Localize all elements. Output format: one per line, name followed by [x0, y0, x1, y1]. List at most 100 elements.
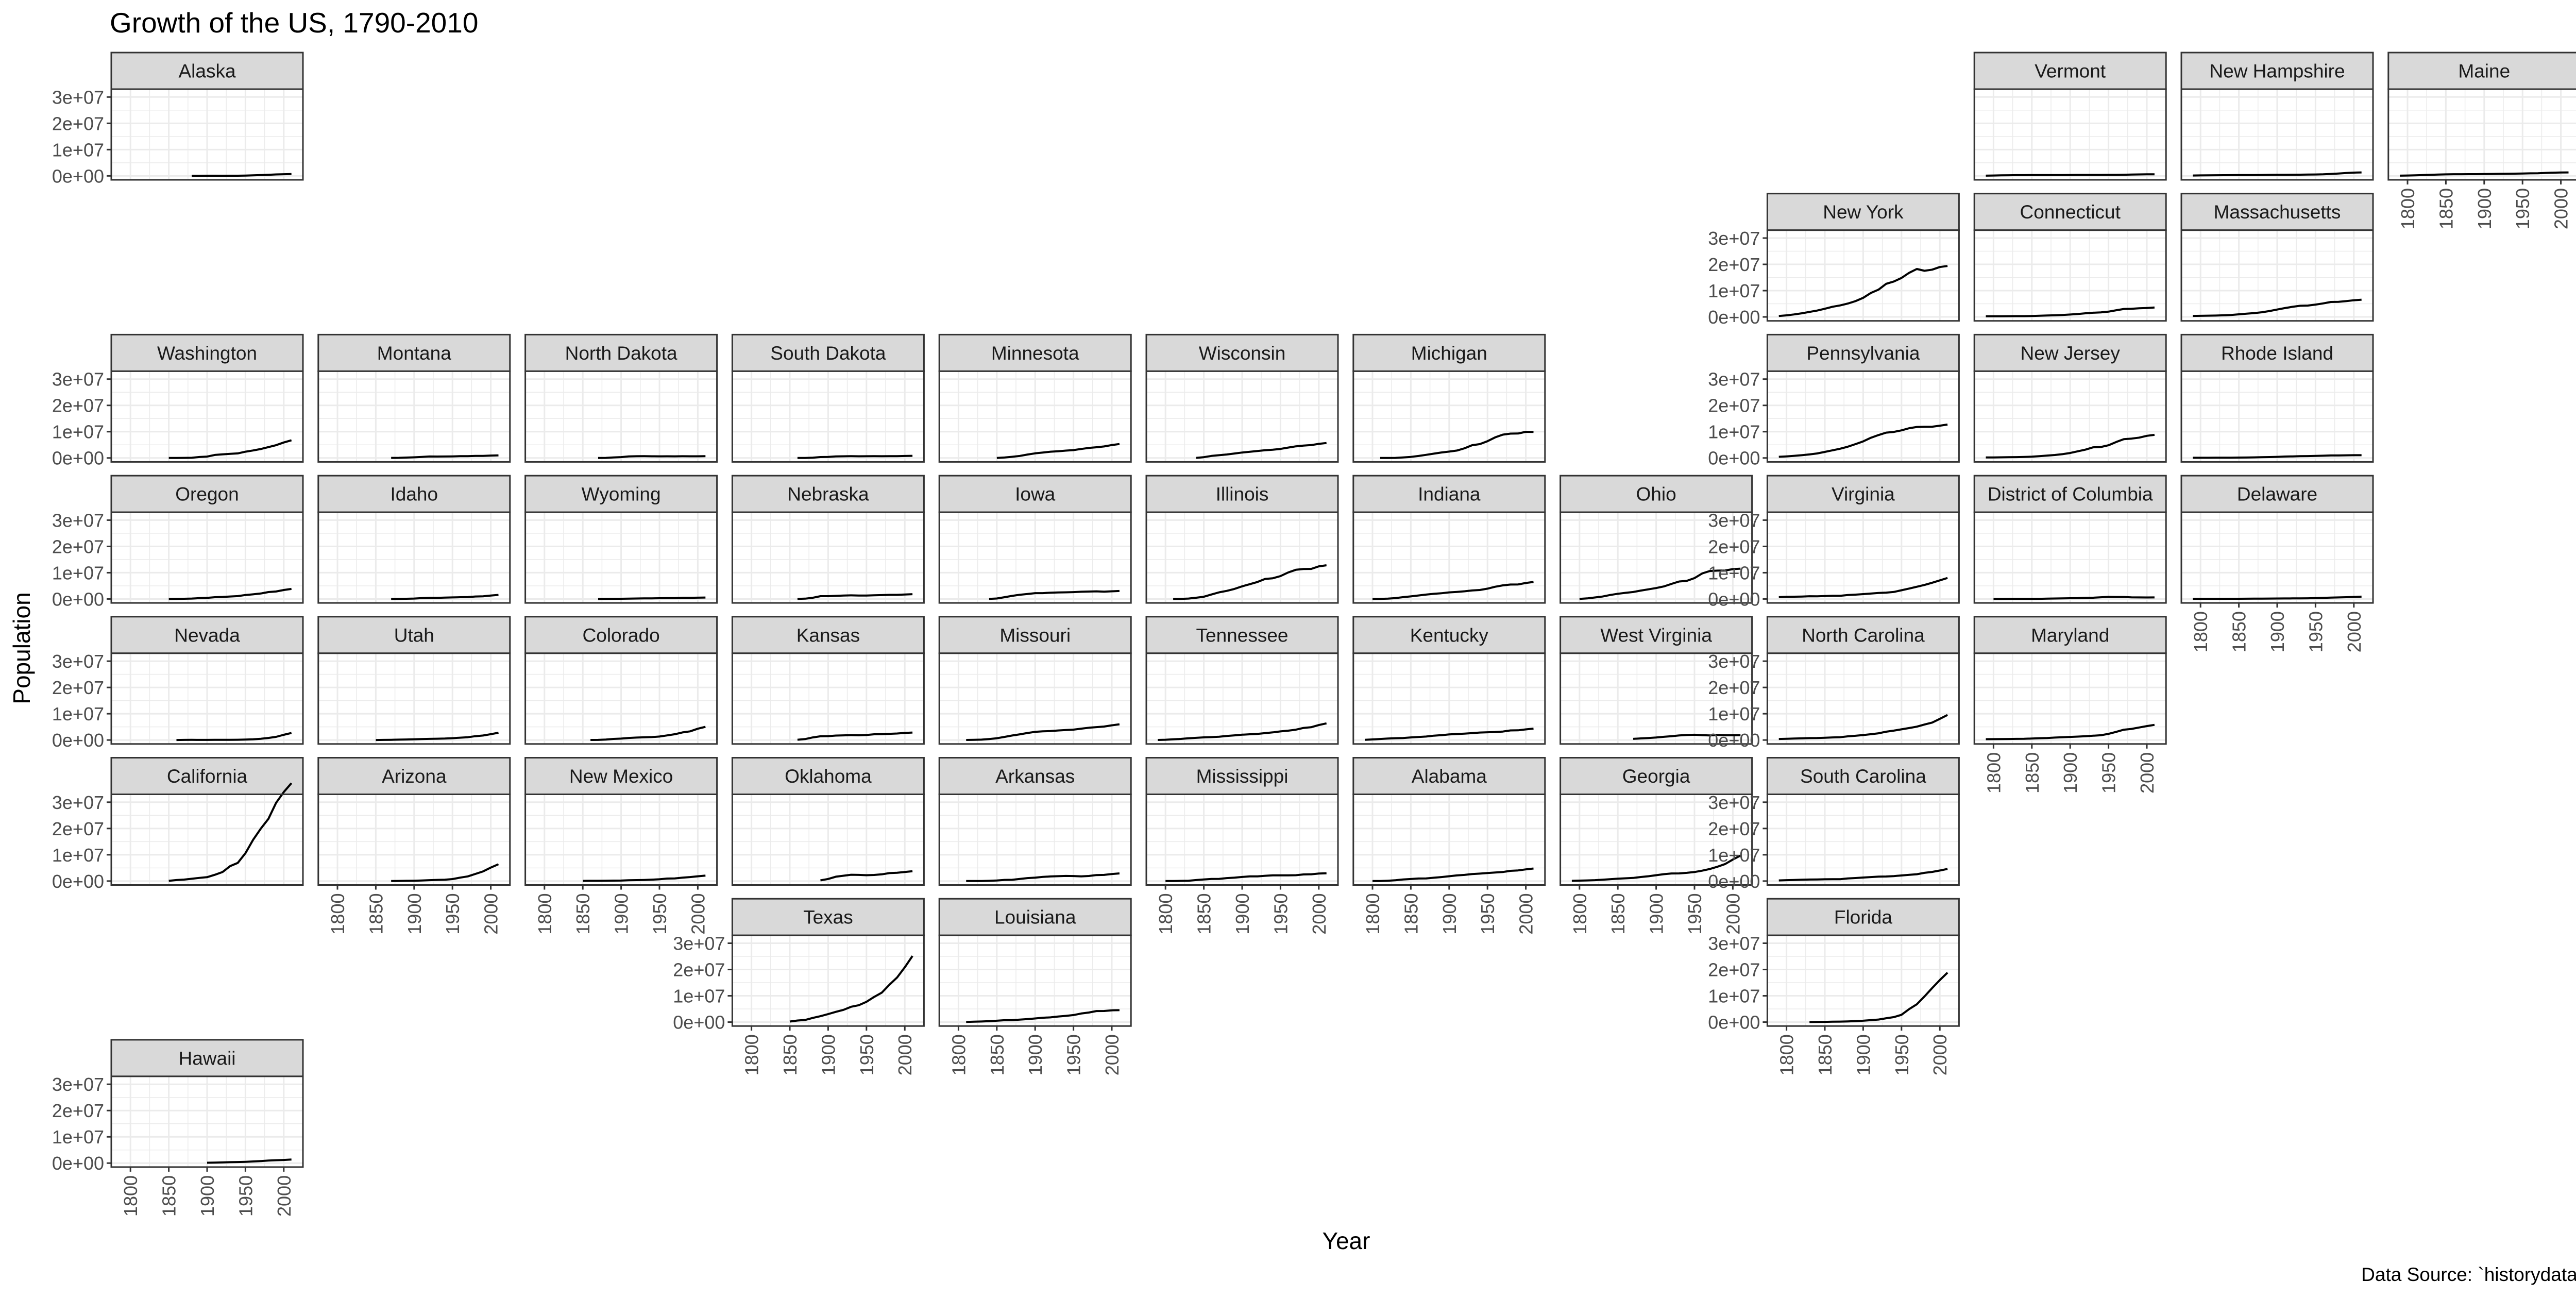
x-tick-label: 1900	[611, 894, 632, 935]
facet-strip	[524, 757, 718, 795]
plot-panel-border	[1766, 229, 1960, 322]
population-line	[168, 782, 293, 882]
facet-strip-label: Texas	[803, 907, 853, 928]
facet-strip	[524, 475, 718, 513]
facet-strip	[1973, 193, 2167, 231]
facet-strip-label: Montana	[377, 343, 451, 364]
facet-new-mexico: New Mexico 1800 1850 1900 1950 2000	[524, 757, 718, 935]
facet-illinois: Illinois	[1145, 475, 1339, 604]
x-tick-label: 1850	[1194, 894, 1215, 935]
x-tick-label: 1900	[1439, 894, 1460, 935]
facet-washington: Washington 0e+00 1e+07 2e+07 3e+07	[52, 333, 304, 469]
facet-strip	[731, 898, 925, 936]
plot-panel-border	[731, 511, 925, 604]
y-tick-label: 3e+07	[1708, 933, 1760, 954]
x-tick-label: 2000	[894, 1034, 916, 1075]
facet-louisiana: Louisiana 1800 1850 1900 1950 2000	[938, 898, 1132, 1075]
x-tick-label: 1800	[948, 1034, 969, 1075]
facet-strip	[1145, 757, 1339, 795]
plot-panel-border	[317, 652, 511, 745]
x-tick-label: 1800	[1362, 894, 1383, 935]
x-tick-label: 1850	[572, 894, 594, 935]
plot-panel-border	[1973, 370, 2167, 463]
population-line	[820, 870, 913, 882]
population-line	[192, 173, 292, 177]
y-tick-label: 0e+00	[52, 448, 104, 469]
plot-panel-background	[2388, 89, 2576, 180]
facet-arkansas: Arkansas	[938, 757, 1132, 886]
facet-strip	[938, 333, 1132, 372]
facet-strip-label: Ohio	[1636, 484, 1676, 505]
x-tick-label: 1850	[2435, 188, 2456, 229]
y-tick-label: 3e+07	[52, 510, 104, 531]
facet-virginia: Virginia 0e+00 1e+07 2e+07 3e+07	[1708, 475, 1960, 610]
x-tick-label: 1950	[1063, 1034, 1084, 1075]
population-line	[1571, 854, 1741, 882]
plot-panel-border	[1145, 652, 1339, 745]
y-tick-label: 0e+00	[1708, 1012, 1760, 1033]
facet-strip-label: New Jersey	[2021, 343, 2121, 364]
plot-panel-border	[317, 370, 511, 463]
facet-strip-label: Iowa	[1015, 484, 1056, 505]
facet-strip-label: Virginia	[1832, 484, 1895, 505]
x-tick-label: 1950	[1270, 894, 1291, 935]
y-tick-label: 2e+07	[673, 959, 725, 981]
facet-mississippi: Mississippi 1800 1850 1900 1950 2000	[1145, 757, 1339, 935]
facet-massachusetts: Massachusetts	[2180, 193, 2374, 322]
x-tick-label: 1850	[365, 894, 386, 935]
x-tick-label: 1950	[1891, 1034, 1912, 1075]
x-tick-label: 2000	[1309, 894, 1330, 935]
population-line	[391, 594, 499, 600]
facet-strip	[1973, 475, 2167, 513]
plot-panel-border	[110, 652, 304, 745]
population-line	[2193, 298, 2362, 317]
facet-strip	[1973, 52, 2167, 90]
facet-strip-label: Utah	[394, 625, 434, 646]
x-tick-label: 1950	[856, 1034, 877, 1075]
facet-california: California 0e+00 1e+07 2e+07 3e+07	[52, 757, 304, 892]
plot-panel-border	[524, 652, 718, 745]
facet-strip-label: Colorado	[583, 625, 660, 646]
facet-strip	[2180, 52, 2374, 90]
y-tick-label: 1e+07	[1708, 280, 1760, 301]
population-line	[1778, 714, 1948, 740]
facet-south-carolina: South Carolina 0e+00 1e+07 2e+07 3e+07	[1708, 757, 1960, 892]
population-line	[996, 443, 1120, 459]
y-tick-label: 1e+07	[52, 703, 104, 724]
population-line	[1986, 723, 2155, 740]
y-tick-label: 1e+07	[52, 422, 104, 443]
facet-strip-label: Maryland	[2031, 625, 2109, 646]
population-line	[2193, 171, 2362, 177]
population-line	[966, 723, 1120, 741]
x-tick-label: 2000	[481, 894, 502, 935]
y-tick-label: 2e+07	[52, 1100, 104, 1121]
y-tick-label: 2e+07	[1708, 536, 1760, 557]
y-tick-label: 3e+07	[1708, 792, 1760, 813]
facet-indiana: Indiana	[1352, 475, 1546, 604]
y-tick-label: 0e+00	[52, 871, 104, 892]
facet-strip	[1973, 616, 2167, 654]
population-line	[1993, 596, 2155, 600]
facet-strip-label: Rhode Island	[2221, 343, 2333, 364]
population-line	[376, 732, 499, 741]
y-tick-label: 0e+00	[1708, 588, 1760, 610]
facet-georgia: Georgia 1800 1850 1900 1950 2000	[1560, 757, 1753, 935]
population-line	[391, 863, 499, 882]
facet-delaware: Delaware 1800 1850 1900 1950 2000	[2180, 475, 2374, 652]
facet-strip-label: Louisiana	[994, 907, 1076, 928]
plot-panel-border	[1973, 88, 2167, 181]
x-tick-label: 2000	[2344, 611, 2365, 652]
y-tick-label: 0e+00	[52, 588, 104, 610]
facet-florida: Florida 0e+00 1e+07 2e+07 3e+07 1800 1850 1900 1…	[1708, 898, 1960, 1075]
population-line	[1986, 173, 2155, 177]
facet-strip-label: Washington	[157, 343, 257, 364]
facet-new-york: New York 0e+00 1e+07 2e+07 3e+07	[1708, 193, 1960, 328]
facet-strip-label: West Virginia	[1600, 625, 1712, 646]
population-line	[1364, 728, 1534, 741]
facet-north-dakota: North Dakota	[524, 333, 718, 463]
facet-montana: Montana	[317, 333, 511, 463]
plot-panel-border	[1352, 370, 1546, 463]
y-tick-label: 3e+07	[1708, 510, 1760, 531]
x-tick-label: 1950	[442, 894, 463, 935]
